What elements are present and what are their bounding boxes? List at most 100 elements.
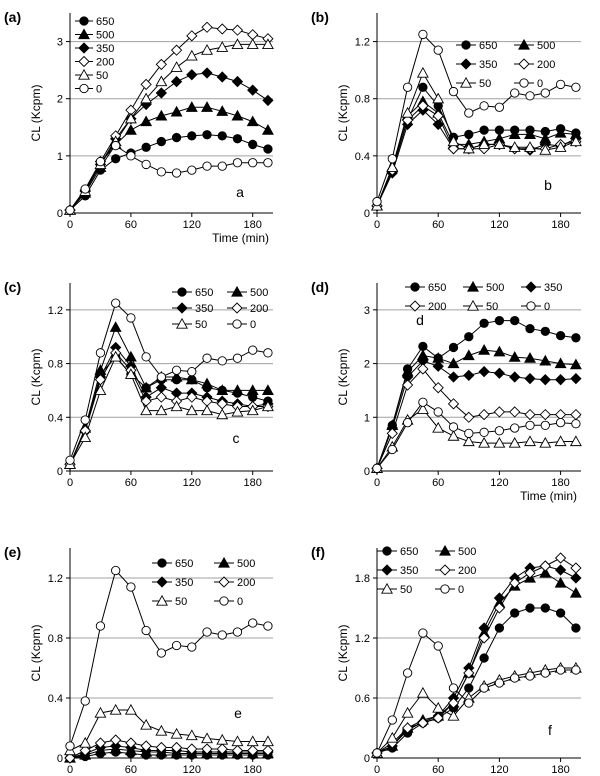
data-point-0 xyxy=(80,415,90,425)
data-point-350 xyxy=(155,382,167,394)
data-point-50 xyxy=(386,161,399,172)
data-point-500 xyxy=(185,101,198,112)
y-tick-label: 1.2 xyxy=(355,37,370,49)
legend-marker-50 xyxy=(176,317,188,329)
data-point-500 xyxy=(185,373,198,385)
data-point-50 xyxy=(493,436,506,448)
data-point-350 xyxy=(231,75,244,88)
data-point-650 xyxy=(479,318,489,328)
data-point-350 xyxy=(155,87,167,99)
data-point-0 xyxy=(525,91,535,101)
y-tick-label: 0 xyxy=(364,466,370,478)
data-point-50 xyxy=(79,431,92,443)
data-point-350 xyxy=(554,564,567,576)
data-point-0 xyxy=(126,151,136,161)
data-point-0 xyxy=(111,140,121,151)
legend-label: 500 xyxy=(537,40,555,52)
data-point-50 xyxy=(140,404,153,416)
data-point-350 xyxy=(247,84,259,96)
data-point-0 xyxy=(387,715,397,725)
data-point-500 xyxy=(261,124,274,135)
legend-label: 200 xyxy=(537,59,555,71)
data-point-650 xyxy=(525,603,535,613)
data-point-0 xyxy=(80,184,90,194)
data-point-650 xyxy=(232,134,243,144)
data-point-0 xyxy=(217,161,227,171)
legend-marker-500 xyxy=(218,556,230,568)
data-point-0 xyxy=(65,455,75,465)
legend-label: 500 xyxy=(96,30,114,42)
legend-label: 0 xyxy=(537,78,543,90)
legend-label: 0 xyxy=(458,584,464,596)
data-point-650 xyxy=(571,623,581,633)
data-point-0 xyxy=(80,696,90,706)
y-tick-label: 3 xyxy=(57,37,63,49)
x-tick-label: 60 xyxy=(125,764,137,776)
data-point-200 xyxy=(432,712,444,724)
legend-label: 350 xyxy=(175,577,193,589)
y-tick-label: 1.2 xyxy=(355,633,370,645)
legend-marker-200 xyxy=(409,300,421,312)
legend-label: 350 xyxy=(400,565,418,577)
panel-label: (e) xyxy=(4,544,21,560)
series-line-0 xyxy=(69,144,268,211)
data-point-200 xyxy=(432,110,444,122)
legend-marker-200 xyxy=(231,302,243,314)
data-point-200 xyxy=(201,21,213,33)
data-point-50 xyxy=(231,735,244,747)
legend-label: 0 xyxy=(237,596,243,608)
x-tick-label: 180 xyxy=(244,477,262,489)
data-point-0 xyxy=(263,348,273,358)
data-point-650 xyxy=(171,132,182,143)
data-point-650 xyxy=(479,653,489,663)
legend-marker-0 xyxy=(219,596,229,606)
data-point-650 xyxy=(540,603,550,613)
data-point-0 xyxy=(464,698,474,708)
data-point-200 xyxy=(386,427,398,440)
data-point-0 xyxy=(387,444,397,455)
data-point-200 xyxy=(539,560,551,572)
panel-annotation: d xyxy=(416,312,424,328)
data-point-350 xyxy=(524,372,536,385)
data-point-50 xyxy=(261,400,274,412)
data-point-50 xyxy=(432,92,445,104)
data-point-200 xyxy=(463,667,475,679)
data-point-200 xyxy=(231,744,244,757)
data-point-50 xyxy=(554,141,567,152)
y-tick-label: 2 xyxy=(364,359,370,371)
data-point-50 xyxy=(231,38,244,50)
data-point-200 xyxy=(401,114,414,126)
legend-marker-650 xyxy=(461,40,471,50)
legend-marker-50 xyxy=(156,594,168,606)
y-tick-label: 0.4 xyxy=(48,412,63,424)
data-point-500 xyxy=(569,586,582,598)
legend-label: 650 xyxy=(428,282,446,294)
chart-panel: 0 60 120 180 0 1 2 3 (a) CL (Kcpm) Time (min) a 650 5… xyxy=(4,9,274,245)
legend-label: 50 xyxy=(195,319,207,331)
data-point-50 xyxy=(185,404,198,416)
y-tick-label: 1.8 xyxy=(355,573,370,585)
legend-marker-650 xyxy=(382,546,392,556)
data-point-650 xyxy=(525,324,535,334)
data-point-200 xyxy=(140,78,152,91)
y-tick-label: 0.8 xyxy=(355,94,370,106)
legend-marker-500 xyxy=(439,544,451,556)
data-point-0 xyxy=(571,665,581,675)
legend-marker-0 xyxy=(519,78,529,88)
data-point-0 xyxy=(448,86,459,97)
data-point-350 xyxy=(509,371,521,383)
data-point-200 xyxy=(216,743,228,755)
data-point-0 xyxy=(95,156,106,167)
legend-label: 50 xyxy=(175,596,187,608)
data-point-0 xyxy=(187,366,197,377)
data-point-650 xyxy=(510,608,520,618)
data-point-200 xyxy=(478,632,490,644)
chart-panel: 0 60 120 180 0 1 2 3 (d) CL (Kcpm) Time (min) d 650 5… xyxy=(311,279,582,503)
data-point-0 xyxy=(464,428,474,439)
x-tick-label: 120 xyxy=(183,764,201,776)
data-point-0 xyxy=(571,419,581,429)
